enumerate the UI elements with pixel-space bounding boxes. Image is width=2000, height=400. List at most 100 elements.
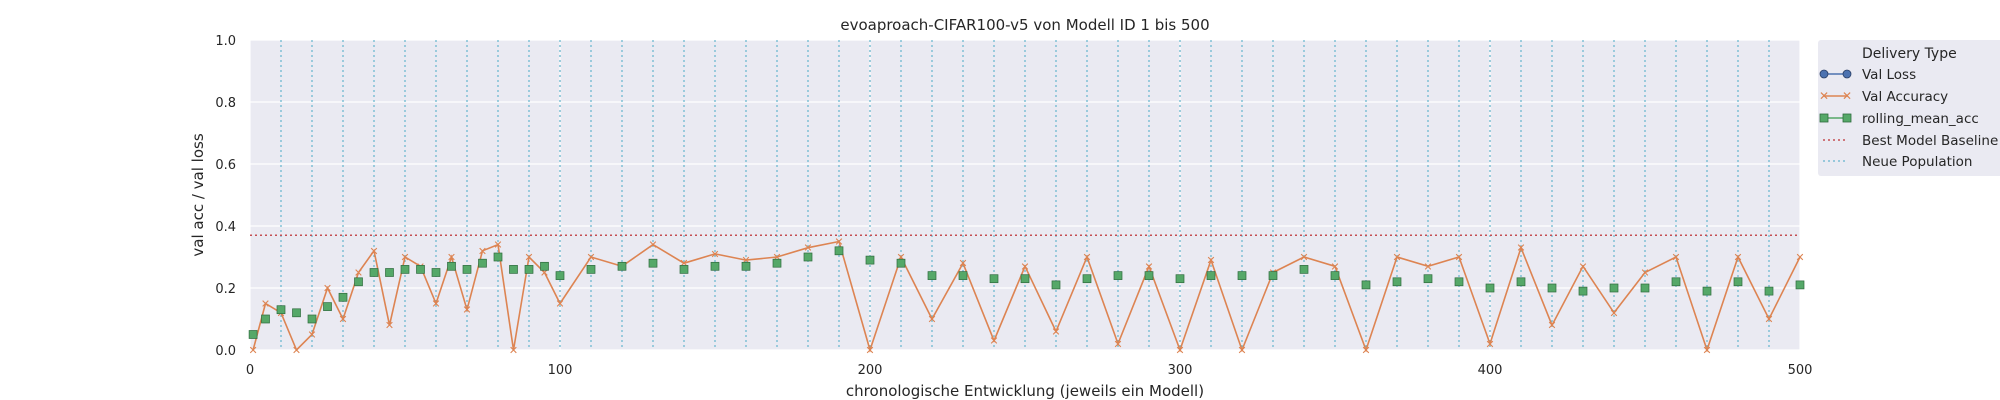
val-accuracy-point: ✕ [1206,254,1215,267]
rolling-mean-point [338,292,348,302]
val-accuracy-point: ✕ [1454,251,1463,264]
legend-title: Delivery Type [1862,46,1957,62]
rolling-mean-point [586,265,596,274]
legend-rolling-mean-marker [1842,113,1852,123]
rolling-mean-point [741,261,751,271]
rolling-mean-point [524,265,534,274]
val-accuracy-point: ✕ [540,267,549,280]
rolling-mean-point [555,271,565,280]
val-accuracy-point: ✕ [834,236,843,249]
val-accuracy-point: ✕ [679,257,688,270]
val-accuracy-point: ✕ [1299,251,1308,264]
rolling-mean-point [385,268,394,277]
val-accuracy-point: ✕ [710,248,719,261]
val-accuracy-point: ✕ [447,251,456,264]
rolling-mean-point [1547,283,1557,293]
y-axis-label: val acc / val loss [189,133,207,256]
rolling-mean-point [834,246,844,256]
val-accuracy-point: ✕ [1020,260,1029,273]
rolling-mean-point [1175,274,1185,284]
val-accuracy-point: ✕ [1609,307,1618,320]
axis-ticks: 0.0 0.2 0.4 0.6 0.8 1.0 0 100 200 300 400 500 [215,34,1812,378]
val-accuracy-point: ✕ [927,313,936,326]
y-tick-label: 0.0 [215,344,236,359]
val-accuracy-point: ✕ [1578,260,1587,273]
chart-title: evoaproach-CIFAR100-v5 von Modell ID 1 b… [840,16,1209,34]
val-accuracy-point: ✕ [1516,242,1525,255]
val-accuracy-point: ✕ [1795,251,1804,264]
rolling-mean-point [927,271,937,280]
x-axis-label: chronologische Entwicklung (jeweils ein … [846,382,1204,400]
val-accuracy-point: ✕ [509,344,518,357]
val-accuracy-point: ✕ [1392,251,1401,264]
legend-val-accuracy-marker: ✕ [1819,89,1829,103]
val-accuracy-point: ✕ [1361,344,1370,357]
val-accuracy-line [252,240,1801,353]
val-accuracy-point: ✕ [385,319,394,332]
val-accuracy-markers: ✕ ✕ ✕ ✕ ✕ ✕ ✕ ✕ ✕ ✕ ✕ ✕ ✕ ✕ ✕ ✕ ✕ ✕ ✕ ✕ ✕ ✕ ✕ ✕ ✕ ✕ ✕ ✕ ✕ ✕ ✕ ✕ ✕ ✕ ✕ ✕ ✕ ✕ ✕ ✕… [248,236,1804,358]
val-accuracy-point: ✕ [462,304,471,317]
legend-rolling-mean-marker [1819,113,1829,123]
rolling-mean-point [896,258,906,268]
legend: Delivery Type Val Loss ✕ ✕ Val Accuracy … [1818,40,2000,176]
rolling-mean-point [1051,280,1061,290]
legend-val-accuracy-marker: ✕ [1842,89,1852,103]
val-accuracy-point: ✕ [524,251,533,264]
val-accuracy-point: ✕ [1485,338,1494,351]
rolling-mean-point [710,261,720,271]
rolling-mean-point [865,255,875,265]
rolling-mean-point [248,330,258,339]
rolling-mean-point [400,265,410,274]
rolling-mean-point [416,265,425,274]
val-accuracy-point: ✕ [400,251,409,264]
val-accuracy-point: ✕ [1082,251,1091,264]
legend-box [1818,40,2000,176]
rolling-mean-point [323,302,332,311]
rolling-mean-point [679,265,689,274]
legend-val-accuracy-label: Val Accuracy [1862,89,1948,105]
legend-val-loss-marker [1842,69,1852,79]
rolling-mean-point [276,305,286,315]
rolling-mean-point [1454,277,1464,287]
rolling-mean-point [1361,280,1371,290]
val-accuracy-point: ✕ [478,245,487,258]
rolling-mean-point [1299,265,1309,274]
val-accuracy-point: ✕ [323,282,332,295]
rolling-mean-point [1330,271,1340,280]
rolling-mean-point [493,252,503,262]
rolling-mean-point [1795,280,1805,290]
rolling-mean-point [540,261,549,271]
val-accuracy-point: ✕ [1547,319,1556,332]
val-accuracy-point: ✕ [1423,260,1432,273]
legend-val-loss-label: Val Loss [1862,67,1916,83]
rolling-mean-point [989,274,999,284]
val-accuracy-point: ✕ [307,329,316,342]
val-accuracy-point: ✕ [1051,325,1060,338]
val-accuracy-point: ✕ [865,344,874,357]
val-accuracy-point: ✕ [1113,338,1122,351]
rolling-mean-point [261,314,270,324]
val-accuracy-point: ✕ [586,251,595,264]
val-accuracy-point: ✕ [958,257,967,270]
val-accuracy-point: ✕ [261,298,270,311]
y-tick-label: 0.4 [215,220,236,235]
val-accuracy-point: ✕ [1237,344,1246,357]
rolling-mean-point [509,265,518,274]
rolling-mean-point [803,252,813,262]
x-tick-label: 500 [1788,363,1813,378]
val-accuracy-point: ✕ [648,239,657,252]
val-accuracy-point: ✕ [1733,251,1742,264]
val-accuracy-point: ✕ [292,344,301,357]
rolling-mean-point [617,261,627,271]
rolling-mean-point [1733,277,1743,287]
x-tick-label: 400 [1478,363,1503,378]
rolling-mean-point [354,277,363,287]
rolling-mean-point [1671,277,1681,287]
rolling-mean-markers [248,246,1805,339]
val-accuracy-point: ✕ [989,335,998,348]
val-accuracy-point: ✕ [354,267,363,280]
rolling-mean-point [1485,283,1495,293]
val-accuracy-point: ✕ [1671,251,1680,264]
legend-baseline-label: Best Model Baseline [1862,133,1998,149]
